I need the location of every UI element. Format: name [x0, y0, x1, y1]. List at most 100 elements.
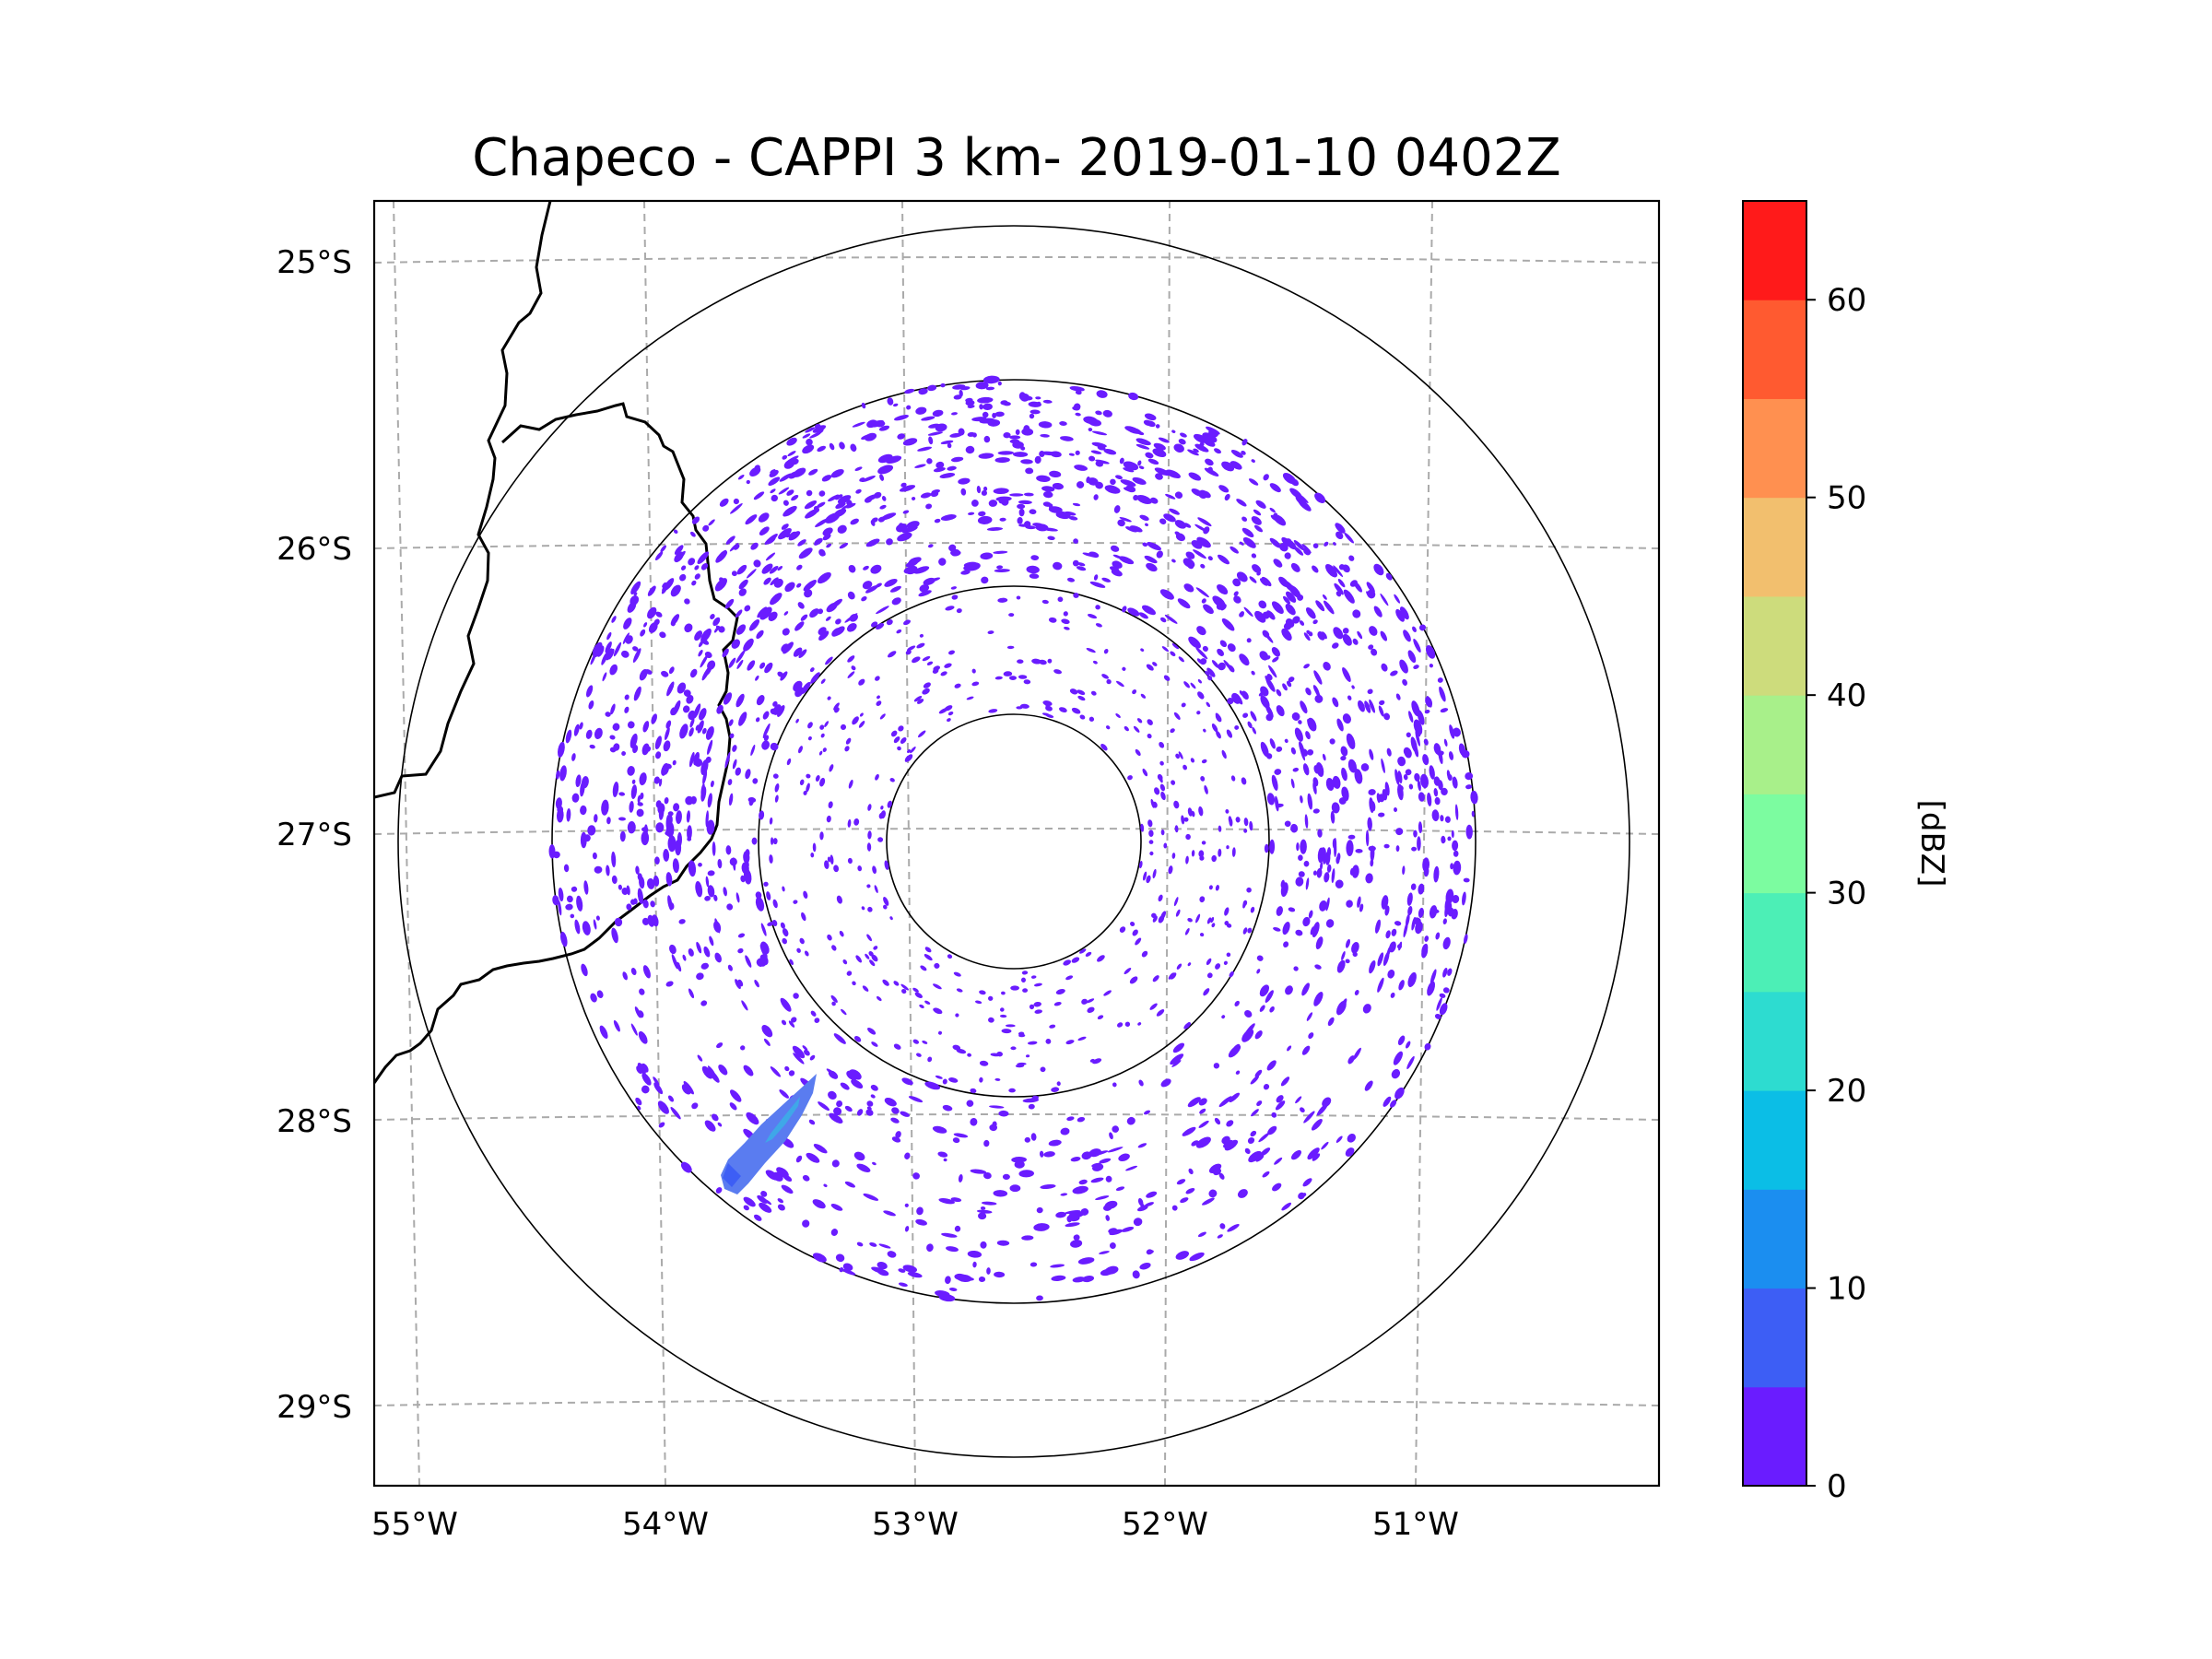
- radar-echo: [834, 494, 841, 500]
- radar-echo: [1023, 679, 1031, 685]
- radar-echo: [1074, 465, 1088, 471]
- radar-echo: [976, 486, 982, 494]
- radar-echo: [1442, 967, 1448, 978]
- radar-echo: [1440, 708, 1449, 713]
- radar-echo: [1045, 1039, 1052, 1044]
- radar-echo: [694, 573, 700, 580]
- radar-echo: [976, 1209, 993, 1214]
- radar-echo: [787, 451, 796, 457]
- radar-echo: [574, 919, 581, 935]
- radar-echo: [1218, 825, 1222, 832]
- radar-echo: [1201, 598, 1206, 604]
- radar-echo: [1049, 1024, 1056, 1029]
- radar-echo: [1066, 1116, 1075, 1122]
- radar-echo: [1435, 932, 1441, 940]
- radar-echo: [1273, 512, 1277, 518]
- radar-echo: [950, 1197, 962, 1203]
- radar-echo: [1071, 957, 1080, 963]
- radar-echo: [774, 783, 780, 793]
- radar-echo: [1239, 1191, 1245, 1197]
- radar-echo: [1068, 1211, 1085, 1218]
- radar-echo: [1036, 1206, 1043, 1214]
- colorbar-tick-label: 0: [1827, 1468, 1847, 1505]
- radar-echo: [581, 776, 589, 789]
- radar-echo: [994, 1271, 1006, 1278]
- radar-echo: [823, 1183, 828, 1187]
- radar-echo: [858, 678, 865, 686]
- radar-echo: [1127, 607, 1140, 617]
- radar-echo: [595, 915, 600, 921]
- radar-echo: [710, 614, 715, 619]
- radar-echo: [1138, 861, 1143, 869]
- radar-echo: [821, 551, 826, 557]
- radar-echo: [1298, 499, 1312, 512]
- radar-echo: [1292, 616, 1300, 624]
- radar-echo: [954, 683, 961, 688]
- radar-echo: [1236, 571, 1248, 582]
- radar-echo: [780, 671, 788, 681]
- radar-echo: [1358, 700, 1365, 712]
- radar-echo: [624, 694, 629, 700]
- radar-echo: [953, 1133, 969, 1138]
- radar-echo: [729, 1102, 737, 1111]
- radar-echo: [1090, 1177, 1104, 1183]
- radar-echo: [1040, 1066, 1046, 1073]
- radar-echo: [947, 465, 957, 471]
- radar-echo: [883, 904, 888, 910]
- radar-echo: [970, 1088, 977, 1094]
- radar-echo: [1009, 1184, 1021, 1193]
- radar-echo: [1334, 582, 1344, 595]
- radar-echo: [1447, 836, 1452, 841]
- radar-echo: [1452, 895, 1460, 903]
- radar-echo: [1242, 712, 1249, 718]
- radar-echo: [1206, 675, 1213, 681]
- radar-echo: [1180, 432, 1187, 438]
- radar-echo: [710, 780, 714, 788]
- radar-echo: [1185, 1187, 1195, 1194]
- radar-echo: [1085, 951, 1092, 957]
- radar-echo: [1188, 472, 1202, 481]
- radar-echo: [1303, 547, 1312, 556]
- radar-echo: [829, 1112, 843, 1124]
- radar-echo: [580, 805, 587, 816]
- radar-echo: [1041, 486, 1055, 492]
- radar-echo: [783, 611, 789, 616]
- radar-echo: [1106, 678, 1112, 685]
- colorbar-tick-label: 50: [1827, 480, 1866, 517]
- radar-echo: [636, 1065, 643, 1074]
- radar-echo: [1081, 1276, 1095, 1283]
- radar-echo: [613, 743, 620, 751]
- radar-echo: [999, 1014, 1007, 1018]
- radar-echo: [1251, 670, 1255, 676]
- radar-echo: [755, 891, 762, 900]
- radar-echo: [1030, 975, 1037, 979]
- radar-echo: [1087, 614, 1098, 619]
- radar-echo: [1204, 784, 1208, 794]
- radar-echo: [1187, 449, 1199, 456]
- radar-echo: [1317, 829, 1323, 838]
- radar-echo: [633, 686, 641, 701]
- radar-echo: [1052, 482, 1064, 490]
- radar-echo: [1063, 611, 1068, 617]
- radar-echo: [601, 799, 609, 816]
- radar-echo: [1431, 909, 1440, 913]
- radar-echo: [627, 766, 635, 776]
- radar-echo: [1293, 966, 1299, 971]
- radar-echo: [1344, 532, 1354, 544]
- radar-echo: [1288, 907, 1296, 912]
- radar-echo: [784, 1065, 790, 1072]
- radar-echo: [1365, 830, 1370, 847]
- radar-echo: [1256, 969, 1261, 974]
- colorbar-band: [1743, 1288, 1806, 1388]
- radar-echo: [1178, 656, 1184, 663]
- radar-echo: [1144, 1202, 1155, 1207]
- radar-echo: [1122, 606, 1127, 613]
- radar-echo: [1100, 744, 1108, 751]
- radar-echo: [637, 1105, 641, 1111]
- radar-echo: [791, 494, 799, 501]
- radar-echo: [1123, 557, 1129, 562]
- colorbar-band: [1743, 398, 1806, 499]
- radar-echo: [923, 682, 931, 688]
- radar-echo: [745, 955, 752, 968]
- radar-echo: [1335, 591, 1342, 597]
